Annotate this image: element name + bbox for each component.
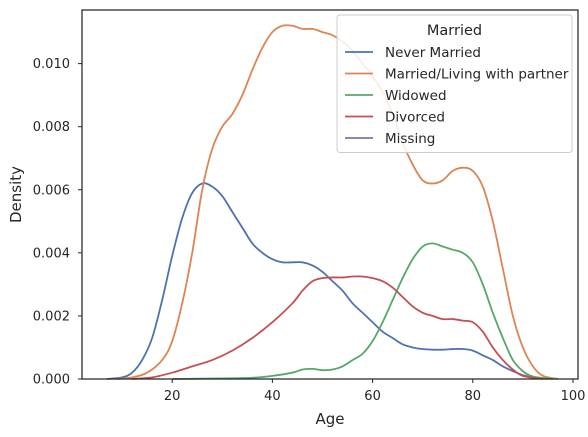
- y-tick-label: 0.010: [33, 57, 70, 72]
- plot-frame: [81, 9, 579, 380]
- y-tick-label: 0.004: [33, 246, 70, 261]
- legend-label: Missing: [385, 131, 435, 147]
- legend-label: Divorced: [385, 110, 445, 126]
- x-axis-label: Age: [315, 410, 344, 428]
- legend-items: Never Married Married/Living with partner…: [345, 45, 569, 147]
- series-line-divorced: [132, 275, 544, 380]
- y-tick-label: 0.008: [33, 120, 70, 135]
- series-line-widowed: [172, 242, 554, 380]
- legend-label: Married/Living with partner: [385, 67, 569, 83]
- x-tick-label: 80: [465, 389, 482, 404]
- legend-label: Never Married: [385, 45, 481, 61]
- x-tick-label: 60: [364, 389, 381, 404]
- x-axis-ticks: 20 40 60 80 100: [164, 379, 585, 404]
- y-axis-ticks: 0.000 0.002 0.004 0.006 0.008 0.010: [33, 57, 82, 388]
- y-tick-label: 0.000: [33, 373, 70, 388]
- legend-box: [336, 14, 573, 153]
- x-tick-label: 20: [164, 389, 181, 404]
- legend: Married Never Married Married/Living with…: [336, 14, 573, 153]
- x-tick-label: 100: [561, 389, 586, 404]
- legend-title: Married: [427, 23, 482, 39]
- plot-area: [106, 24, 559, 380]
- y-tick-label: 0.006: [33, 183, 70, 198]
- y-axis-label: Density: [7, 166, 25, 223]
- legend-label: Widowed: [385, 88, 447, 104]
- y-tick-label: 0.002: [33, 309, 70, 324]
- x-tick-label: 40: [264, 389, 281, 404]
- series-line-never-married: [106, 182, 549, 380]
